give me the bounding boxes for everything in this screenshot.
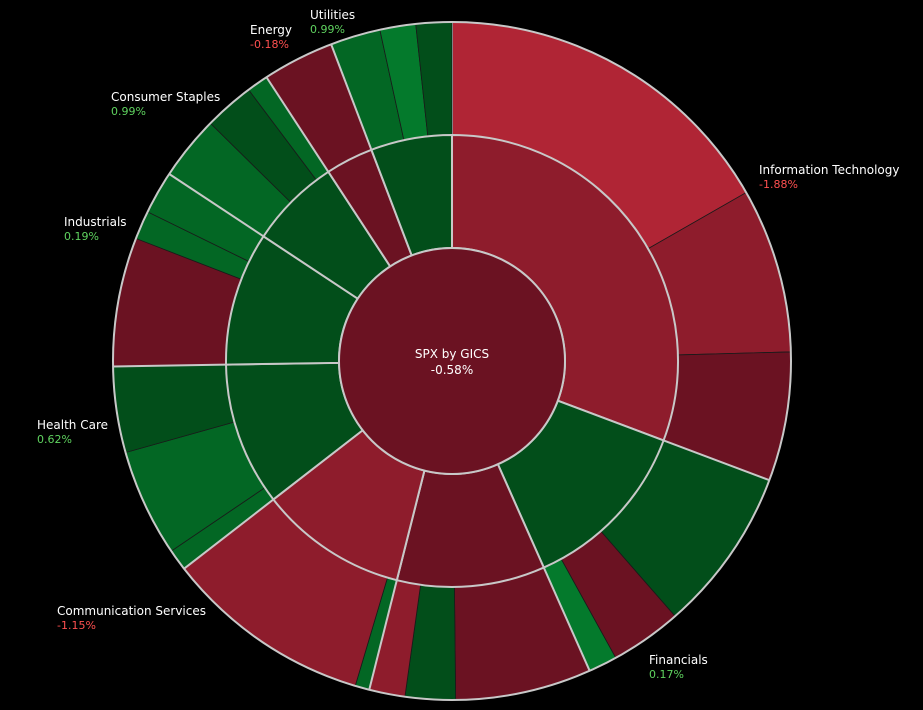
sector-label-change: -1.88% — [759, 178, 798, 191]
outer-ring — [112, 21, 792, 701]
center-disc[interactable] — [338, 247, 566, 475]
sector-label-change: -0.18% — [250, 38, 289, 51]
sector-label-change: 0.17% — [649, 668, 684, 681]
sector-label-name: Consumer Staples — [111, 90, 220, 104]
sector-label-name: Industrials — [64, 215, 127, 229]
sector-label-change: 0.99% — [111, 105, 146, 118]
total-change: -0.58% — [431, 363, 473, 377]
sector-labels: Information Technology-1.88%Financials0.… — [37, 8, 900, 681]
sector-label-name: Utilities — [310, 8, 355, 22]
sector-label-change: 0.62% — [37, 433, 72, 446]
sector-label-change: -1.15% — [57, 619, 96, 632]
sector-label-name: Energy — [250, 23, 292, 37]
sector-label-change: 0.99% — [310, 23, 345, 36]
sector-label-name: Financials — [649, 653, 708, 667]
outer-border — [112, 21, 792, 701]
sector-label-name: Information Technology — [759, 163, 900, 177]
middle-ring — [225, 133, 679, 588]
sector-label-name: Communication Services — [57, 604, 206, 618]
chart-title: SPX by GICS — [415, 347, 489, 361]
sector-label-change: 0.19% — [64, 230, 99, 243]
sector-label-name: Health Care — [37, 418, 108, 432]
